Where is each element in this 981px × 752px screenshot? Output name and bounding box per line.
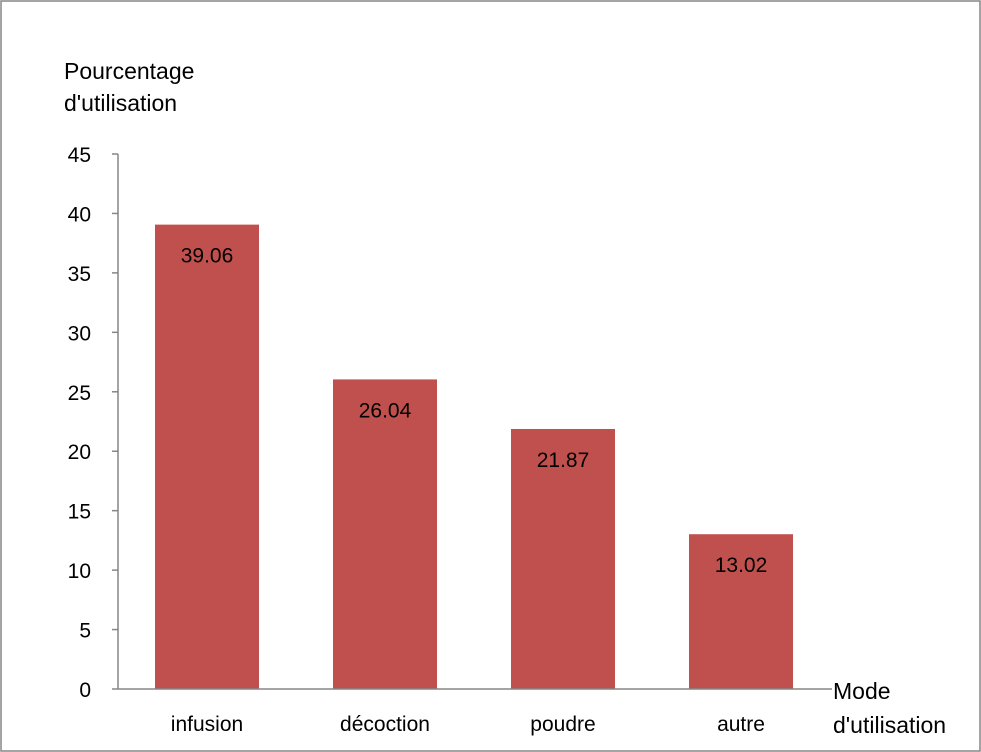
x-axis-title-line-2: d'utilisation bbox=[833, 712, 946, 738]
data-label: 39.06 bbox=[181, 245, 234, 268]
y-tick-label: 10 bbox=[68, 560, 91, 583]
bars bbox=[155, 224, 793, 689]
data-label: 26.04 bbox=[359, 399, 412, 422]
data-label: 21.87 bbox=[537, 449, 590, 472]
x-tick-label: autre bbox=[717, 713, 765, 736]
y-tick-label: 35 bbox=[68, 263, 91, 286]
y-axis-ticks: 0 5 10 15 20 25 30 35 40 45 bbox=[68, 144, 118, 702]
y-axis-title-line-1: Pourcentage bbox=[64, 58, 194, 84]
y-tick-label: 40 bbox=[68, 203, 91, 226]
x-tick-label: infusion bbox=[171, 713, 243, 736]
x-axis-tick-labels: infusion décoction poudre autre bbox=[171, 713, 765, 736]
y-tick-label: 30 bbox=[68, 322, 91, 345]
bar bbox=[511, 428, 615, 689]
bar bbox=[333, 379, 437, 689]
y-tick-label: 15 bbox=[68, 501, 91, 524]
bar bbox=[689, 534, 793, 689]
y-axis-title-line-2: d'utilisation bbox=[64, 90, 177, 116]
data-label: 13.02 bbox=[715, 554, 768, 577]
x-axis-title-line-1: Mode bbox=[833, 678, 891, 704]
y-tick-label: 45 bbox=[68, 144, 91, 167]
bar bbox=[155, 224, 259, 689]
y-tick-label: 5 bbox=[79, 620, 91, 643]
y-tick-label: 20 bbox=[68, 441, 91, 464]
y-tick-label: 25 bbox=[68, 382, 91, 405]
x-tick-label: poudre bbox=[530, 713, 595, 736]
y-tick-label: 0 bbox=[79, 679, 91, 702]
data-labels: 39.06 26.04 21.87 13.02 bbox=[181, 245, 768, 578]
x-tick-label: décoction bbox=[340, 713, 430, 736]
